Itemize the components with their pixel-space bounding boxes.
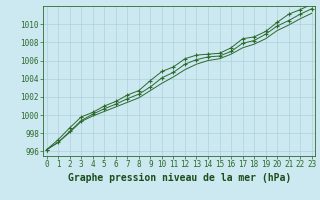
X-axis label: Graphe pression niveau de la mer (hPa): Graphe pression niveau de la mer (hPa): [68, 173, 291, 183]
